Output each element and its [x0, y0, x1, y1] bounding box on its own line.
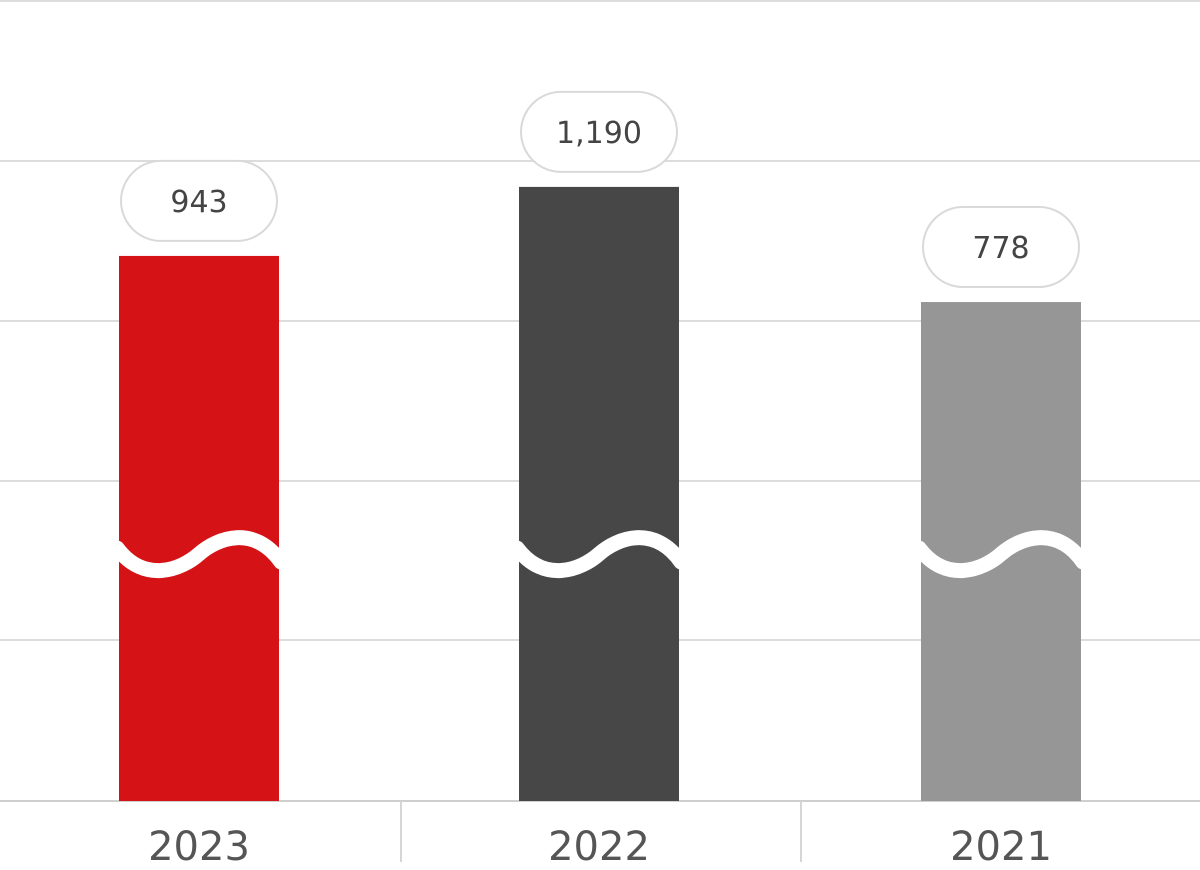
value-labels: 943 1,190 778 — [120, 90, 1080, 289]
bars — [119, 186, 1081, 801]
category-label: 2021 — [950, 824, 1052, 870]
value-label-bubble — [520, 90, 678, 173]
value-label: 943 — [170, 185, 227, 220]
category-label: 2022 — [548, 824, 650, 870]
axis-break-mark — [509, 530, 689, 579]
bar-2022 — [519, 186, 679, 801]
value-label: 1,190 — [556, 116, 642, 151]
category-axis: 2023 2022 2021 — [148, 824, 1052, 870]
bar-2023 — [119, 255, 279, 801]
axis-break-mark — [911, 530, 1091, 579]
axis-breaks — [109, 530, 1091, 579]
category-label: 2023 — [148, 824, 250, 870]
value-label-bubble — [922, 206, 1080, 289]
value-label: 778 — [972, 231, 1029, 266]
value-label-bubble — [120, 159, 278, 242]
axis-break-mark — [109, 530, 289, 579]
